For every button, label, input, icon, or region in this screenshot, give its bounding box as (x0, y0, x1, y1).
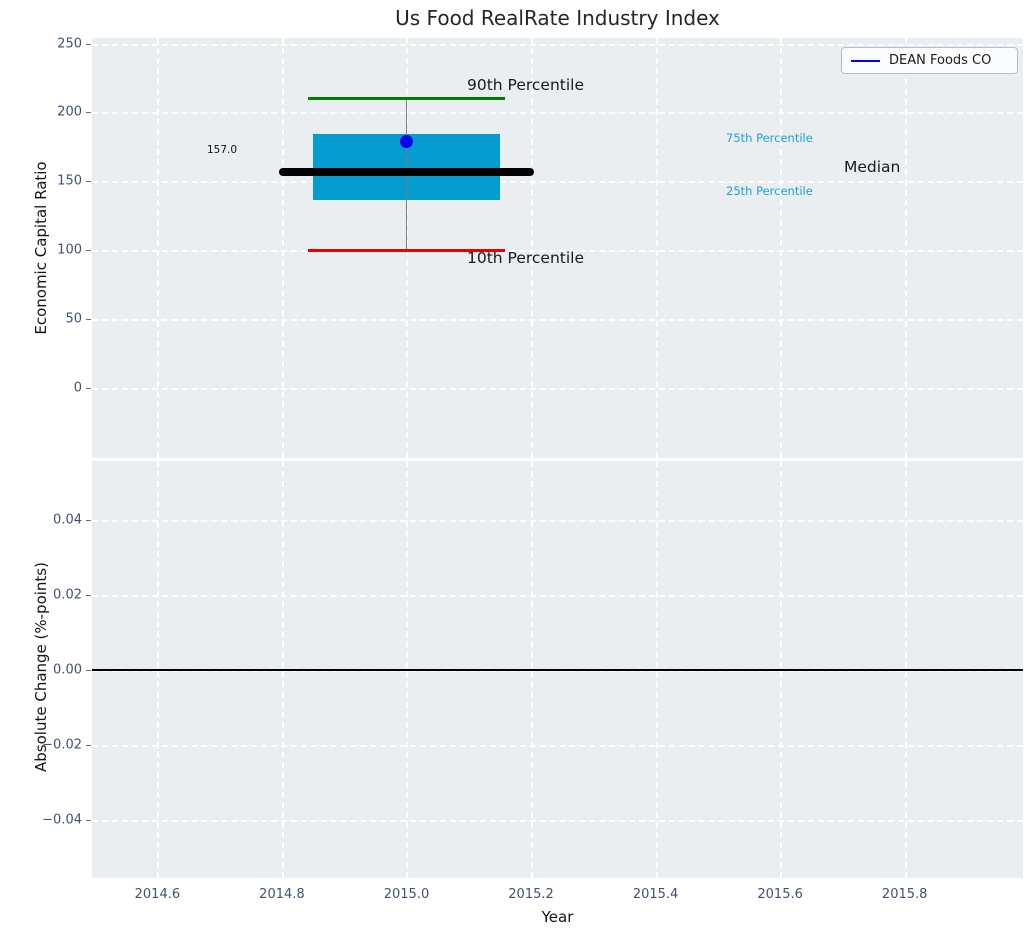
x-tick-label: 2014.6 (134, 887, 181, 902)
x-tick-label: 2015.4 (632, 887, 679, 902)
gridline-horizontal (92, 594, 1023, 597)
gridline-vertical (157, 38, 160, 458)
annotation-10th-percentile: 10th Percentile (467, 249, 585, 267)
y-tick-label: 0 (73, 380, 82, 396)
annotation-25th-percentile: 25th Percentile (726, 184, 813, 198)
gridline-vertical (655, 38, 658, 458)
x-tick-label: 2015.8 (881, 887, 928, 902)
median-line (278, 167, 535, 176)
y-tick-mark (86, 744, 91, 746)
x-tick-label: 2015.2 (508, 887, 554, 902)
gridline-horizontal (92, 43, 1023, 46)
whisker-cap-top (308, 97, 505, 101)
y-tick-label: 200 (57, 104, 82, 120)
chart-title: Us Food RealRate Industry Index (395, 6, 720, 30)
gridline-horizontal (92, 744, 1023, 747)
gridline-vertical (904, 38, 907, 458)
y-tick-label: 0.00 (53, 662, 82, 678)
gridline-vertical (531, 38, 534, 458)
y-tick-label: 0.04 (53, 512, 82, 528)
y-tick-mark (86, 112, 91, 114)
gridline-vertical (780, 38, 783, 458)
annotation-90th-percentile: 90th Percentile (467, 76, 585, 94)
zero-line (92, 668, 1023, 671)
x-axis-label: Year (541, 908, 574, 926)
y-tick-mark (86, 250, 91, 252)
top-plot-area (92, 38, 1023, 458)
y-tick-mark (86, 318, 91, 320)
x-tick-label: 2015.6 (757, 887, 803, 902)
y-tick-mark (86, 819, 91, 821)
legend-label: DEAN Foods CO (889, 53, 992, 68)
y-tick-label: 0.02 (53, 587, 82, 603)
gridline-horizontal (92, 519, 1023, 522)
x-tick-label: 2015.0 (383, 887, 430, 902)
y-tick-mark (86, 519, 91, 521)
y-tick-label: 250 (57, 36, 82, 51)
gridline-horizontal (92, 250, 1023, 253)
whisker-cap-bottom (308, 248, 505, 252)
gridline-horizontal (92, 112, 1023, 115)
annotation-median: Median (844, 158, 901, 176)
company-marker (399, 134, 413, 148)
y-tick-label: 150 (57, 173, 82, 189)
y-tick-label: −0.04 (42, 812, 82, 828)
gridline-vertical (406, 38, 409, 458)
gridline-horizontal (92, 318, 1023, 321)
gridline-horizontal (92, 819, 1023, 822)
y-tick-mark (86, 594, 91, 596)
gridline-horizontal (92, 387, 1023, 390)
y-tick-label: −0.02 (42, 737, 82, 753)
y-tick-mark (86, 669, 91, 671)
gridline-horizontal (92, 669, 1023, 672)
y-tick-mark (86, 43, 91, 45)
y-tick-label: 50 (65, 311, 82, 327)
legend: DEAN Foods CO (841, 47, 1018, 74)
legend-line-sample-icon (851, 59, 880, 62)
y-tick-label: 100 (57, 242, 82, 258)
gridline-vertical (281, 38, 284, 458)
y-tick-mark (86, 387, 91, 389)
y-tick-mark (86, 181, 91, 183)
x-tick-label: 2014.8 (259, 887, 305, 902)
annotation-median-value: 157.0 (207, 144, 238, 156)
annotation-75th-percentile: 75th Percentile (726, 131, 813, 145)
gridline-horizontal (92, 181, 1023, 184)
